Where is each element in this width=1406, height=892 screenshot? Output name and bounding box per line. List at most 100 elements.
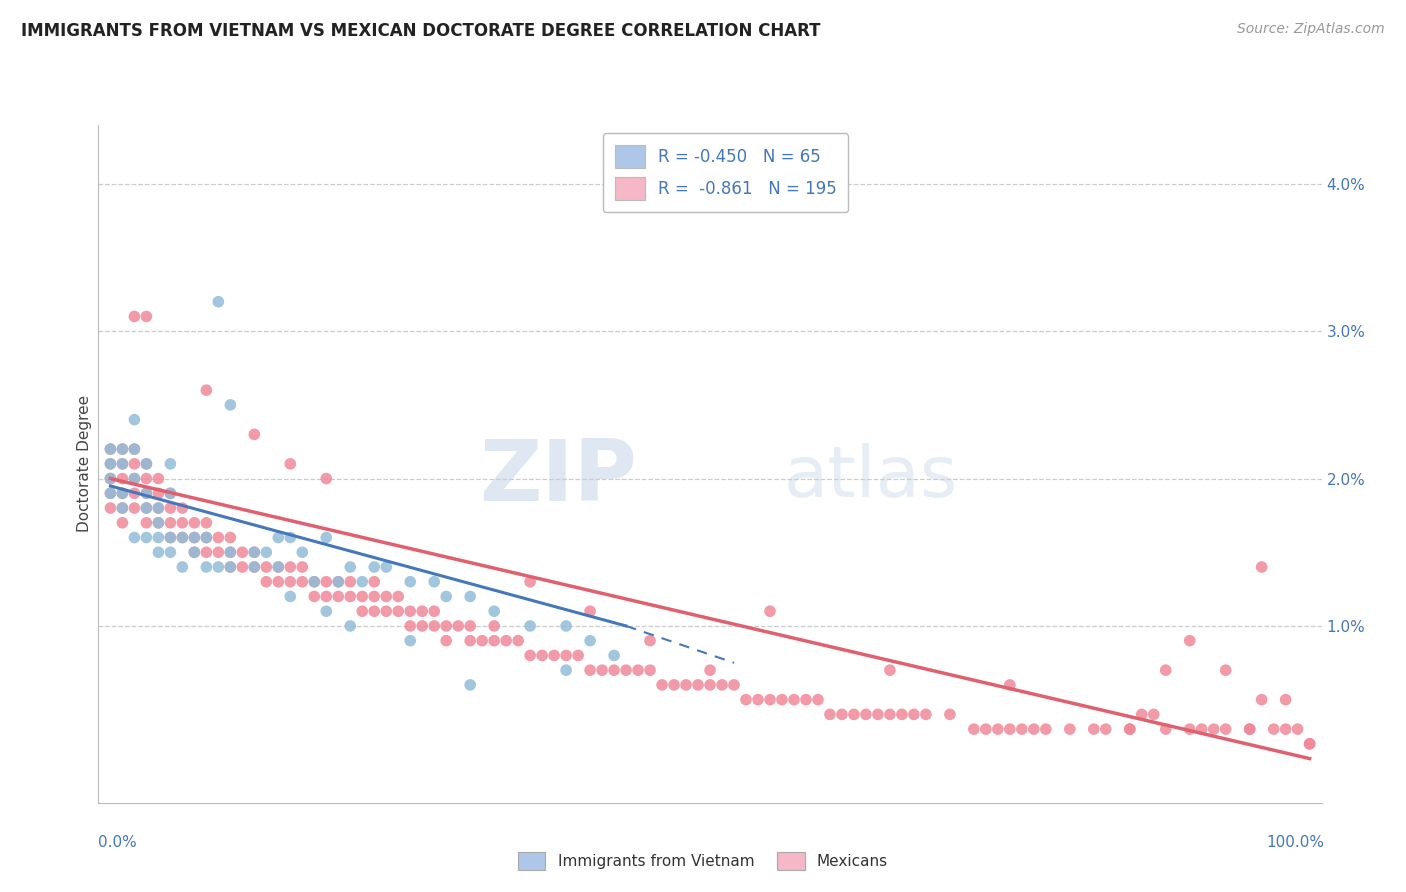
Point [172, 501, 194, 516]
Point [998, 722, 1021, 736]
Point [879, 663, 901, 677]
Point [135, 516, 157, 530]
Point [124, 486, 146, 500]
Point [243, 560, 266, 574]
Point [352, 604, 374, 618]
Point [291, 560, 314, 574]
Point [399, 633, 422, 648]
Point [807, 692, 830, 706]
Point [519, 619, 541, 633]
Point [159, 501, 181, 516]
Point [124, 310, 146, 324]
Point [842, 707, 865, 722]
Point [711, 678, 734, 692]
Point [267, 560, 290, 574]
Point [375, 604, 398, 618]
Point [1286, 722, 1309, 736]
Point [423, 604, 446, 618]
Point [183, 545, 205, 559]
Point [447, 619, 470, 633]
Point [124, 457, 146, 471]
Point [183, 545, 205, 559]
Point [987, 722, 1010, 736]
Point [278, 531, 301, 545]
Point [458, 633, 481, 648]
Point [363, 590, 385, 604]
Point [172, 560, 194, 574]
Point [231, 545, 253, 559]
Point [159, 457, 181, 471]
Point [148, 516, 170, 530]
Point [304, 574, 326, 589]
Point [291, 545, 314, 559]
Point [339, 619, 361, 633]
Point [124, 442, 146, 456]
Point [148, 501, 170, 516]
Point [879, 707, 901, 722]
Point [183, 516, 205, 530]
Point [555, 663, 578, 677]
Point [1274, 722, 1296, 736]
Point [254, 574, 277, 589]
Point [890, 707, 912, 722]
Point [159, 516, 181, 530]
Point [339, 590, 361, 604]
Point [111, 442, 134, 456]
Point [495, 633, 517, 648]
Point [458, 619, 481, 633]
Point [1119, 722, 1142, 736]
Point [195, 531, 218, 545]
Point [111, 457, 134, 471]
Point [195, 545, 218, 559]
Point [1274, 692, 1296, 706]
Point [998, 678, 1021, 692]
Text: 0.0%: 0.0% [98, 836, 138, 850]
Point [111, 457, 134, 471]
Point [159, 486, 181, 500]
Point [135, 486, 157, 500]
Point [1094, 722, 1116, 736]
Point [278, 590, 301, 604]
Point [124, 472, 146, 486]
Point [135, 472, 157, 486]
Point [555, 619, 578, 633]
Point [508, 633, 530, 648]
Point [458, 678, 481, 692]
Point [267, 560, 290, 574]
Point [1215, 663, 1237, 677]
Legend: Immigrants from Vietnam, Mexicans: Immigrants from Vietnam, Mexicans [510, 845, 896, 877]
Point [866, 707, 889, 722]
Point [375, 560, 398, 574]
Point [100, 457, 122, 471]
Point [603, 663, 626, 677]
Point [603, 648, 626, 663]
Point [1059, 722, 1081, 736]
Point [148, 472, 170, 486]
Point [434, 590, 457, 604]
Point [723, 678, 745, 692]
Point [1178, 722, 1201, 736]
Point [339, 574, 361, 589]
Point [219, 545, 242, 559]
Point [531, 648, 554, 663]
Point [363, 604, 385, 618]
Point [399, 574, 422, 589]
Point [1202, 722, 1225, 736]
Point [423, 574, 446, 589]
Point [195, 516, 218, 530]
Point [423, 619, 446, 633]
Point [254, 545, 277, 559]
Point [148, 501, 170, 516]
Point [1263, 722, 1285, 736]
Point [100, 442, 122, 456]
Point [399, 619, 422, 633]
Text: atlas: atlas [783, 443, 957, 512]
Point [183, 531, 205, 545]
Point [124, 501, 146, 516]
Point [614, 663, 637, 677]
Point [352, 574, 374, 589]
Point [135, 457, 157, 471]
Point [111, 501, 134, 516]
Point [399, 604, 422, 618]
Point [482, 633, 505, 648]
